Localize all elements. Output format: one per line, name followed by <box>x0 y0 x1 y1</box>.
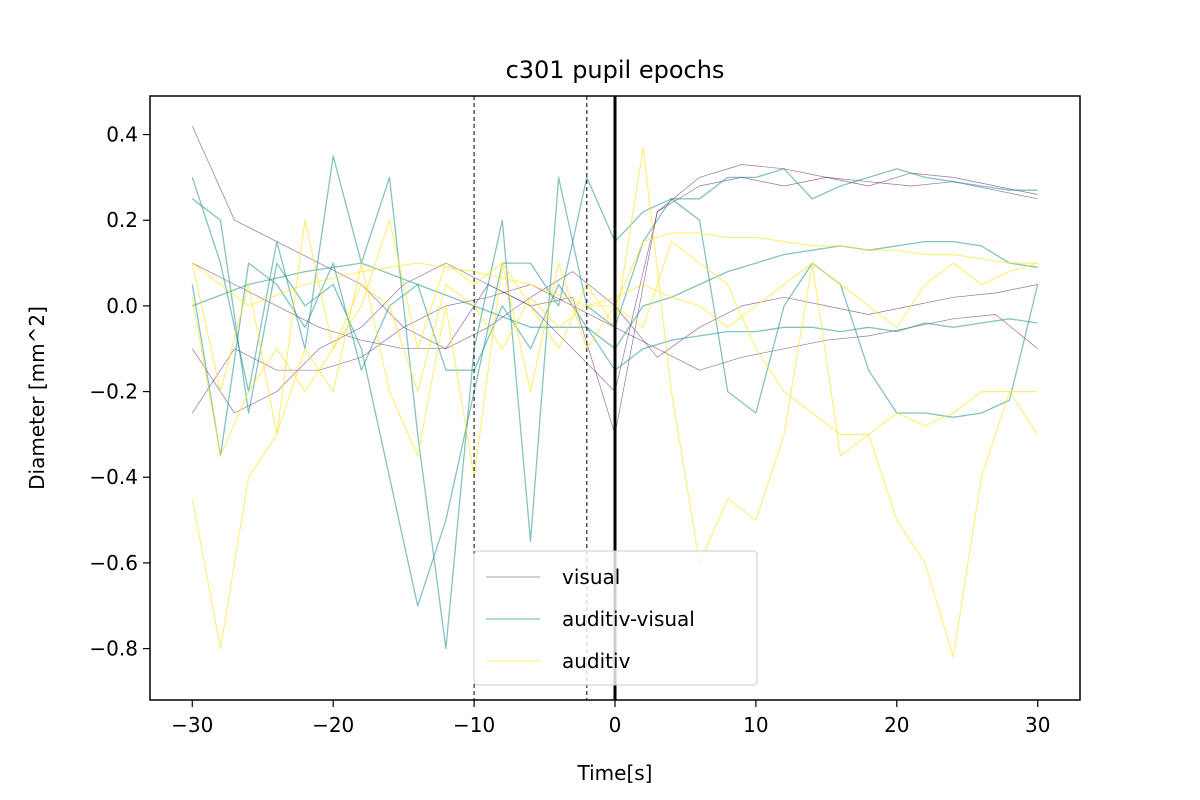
x-tick-label: 10 <box>743 713 768 737</box>
x-tick-label: 0 <box>609 713 622 737</box>
x-axis-label: Time[s] <box>577 761 653 785</box>
series-line-auditiv-visual-7 <box>192 262 1038 371</box>
x-tick-label: 20 <box>884 713 909 737</box>
y-tick-label: 0.2 <box>106 208 138 232</box>
y-axis-label: Diameter [mm^2] <box>25 306 49 490</box>
legend-label-visual: visual <box>562 565 620 589</box>
x-tick-label: 30 <box>1025 713 1050 737</box>
legend-label-auditiv: auditiv <box>562 649 631 673</box>
y-tick-label: 0.4 <box>106 123 138 147</box>
y-tick-label: −0.8 <box>89 637 138 661</box>
y-tick-label: 0.0 <box>106 294 138 318</box>
chart-title: c301 pupil epochs <box>506 56 725 84</box>
axis-ticks: −30 −20 −10 0 10 20 30 0.4 0.2 0.0 −0.2 −0.4 −0.6 −0.… <box>89 123 1050 737</box>
y-tick-label: −0.4 <box>89 465 138 489</box>
x-tick-label: −20 <box>312 713 354 737</box>
x-tick-label: −10 <box>453 713 495 737</box>
x-tick-label: −30 <box>171 713 213 737</box>
y-tick-label: −0.6 <box>89 551 138 575</box>
legend-label-auditiv-visual: auditiv-visual <box>562 607 695 631</box>
plot-area <box>191 96 1039 700</box>
legend: visual auditiv-visual auditiv <box>473 550 758 686</box>
y-tick-label: −0.2 <box>89 380 138 404</box>
series-line-auditiv-11 <box>191 262 1038 328</box>
legend-box <box>473 550 758 686</box>
series-group <box>191 96 1039 700</box>
